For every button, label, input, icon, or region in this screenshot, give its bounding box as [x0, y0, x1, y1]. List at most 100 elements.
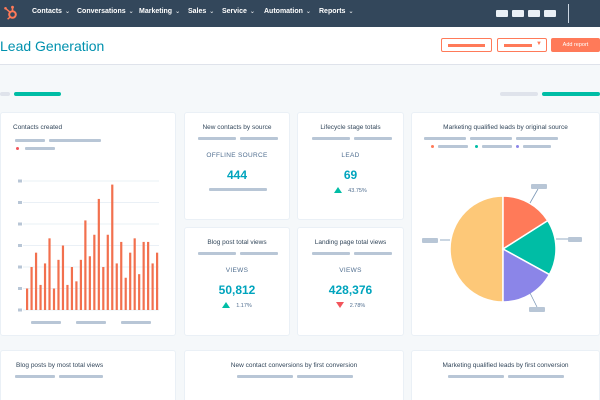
chevron-down-icon: ⌄: [209, 9, 215, 15]
metric-label: VIEWS: [225, 267, 249, 274]
y-tick-placeholder: [18, 265, 22, 269]
bar[interactable]: [156, 252, 159, 310]
card-title: Blog post total views: [207, 239, 267, 246]
bar[interactable]: [120, 241, 123, 310]
nav-tool-icon[interactable]: [512, 10, 524, 17]
card-title: New contacts by source: [202, 124, 272, 131]
metric-value: 50,812: [218, 283, 256, 297]
pie-slice[interactable]: [502, 247, 551, 303]
card-contacts-created[interactable]: Contacts created: [0, 112, 176, 336]
active-filter-bar[interactable]: [542, 92, 600, 96]
bar[interactable]: [26, 288, 29, 311]
nav-contacts[interactable]: Contacts ⌄: [32, 8, 70, 15]
bar[interactable]: [106, 234, 109, 310]
bar[interactable]: [30, 267, 33, 310]
add-report-button[interactable]: Add report: [551, 38, 600, 52]
active-filter-bar[interactable]: [14, 92, 61, 96]
legend-dot: [475, 145, 478, 148]
y-tick-placeholder: [18, 179, 22, 183]
legend-dot: [16, 147, 19, 150]
card-new-contacts-by-source[interactable]: New contacts by source OFFLINE SOURCE 44…: [184, 112, 290, 220]
chevron-down-icon: ⌄: [175, 9, 181, 15]
card-title: Marketing qualified leads by first conve…: [442, 362, 569, 369]
dashboard-action-button[interactable]: [441, 38, 492, 52]
bar[interactable]: [133, 238, 136, 310]
card-title: Lifecycle stage totals: [320, 124, 381, 131]
bar[interactable]: [48, 238, 51, 310]
metric-label: LEAD: [341, 152, 360, 159]
page-title: Lead Generation: [0, 38, 105, 54]
bar[interactable]: [138, 274, 141, 310]
bar[interactable]: [43, 263, 47, 310]
contacts-created-bar-chart[interactable]: [1, 113, 176, 336]
bar[interactable]: [52, 288, 56, 311]
nav-reports[interactable]: Reports ⌄: [319, 8, 354, 15]
dashboard-dropdown-button[interactable]: ▼: [497, 38, 547, 52]
top-navigation: Contacts ⌄ Conversations ⌄ Marketing ⌄ Sale…: [0, 0, 600, 27]
chevron-down-icon: ⌄: [348, 9, 354, 15]
nav-automation[interactable]: Automation ⌄: [264, 8, 311, 15]
bar[interactable]: [124, 277, 127, 310]
bar[interactable]: [61, 245, 65, 311]
card-lifecycle-stage-totals[interactable]: Lifecycle stage totals LEAD 69 43.75%: [297, 112, 404, 220]
card-new-contact-conversions[interactable]: New contact conversions by first convers…: [184, 350, 404, 400]
chevron-down-icon: ⌄: [64, 9, 70, 15]
bar[interactable]: [151, 263, 154, 310]
bar[interactable]: [79, 259, 82, 310]
filter-bar[interactable]: [0, 92, 10, 96]
bar[interactable]: [97, 198, 100, 310]
bar[interactable]: [129, 252, 132, 310]
nav-service[interactable]: Service ⌄: [222, 8, 255, 15]
bar[interactable]: [93, 234, 96, 310]
bar[interactable]: [39, 284, 42, 310]
trend-up-icon: [334, 187, 343, 193]
caret-down-icon: ▼: [536, 41, 542, 47]
bar[interactable]: [142, 241, 145, 310]
nav-tool-icon[interactable]: [496, 10, 508, 17]
bar[interactable]: [34, 252, 38, 310]
y-tick-placeholder: [18, 308, 22, 312]
legend-dot: [431, 145, 434, 148]
pie-slice[interactable]: [501, 219, 557, 276]
bar[interactable]: [147, 241, 150, 310]
filter-bar[interactable]: [500, 92, 538, 96]
nav-tool-icon[interactable]: [544, 10, 556, 17]
pie-slice[interactable]: [449, 195, 504, 303]
nav-sales[interactable]: Sales ⌄: [188, 8, 215, 15]
metric-label: VIEWS: [339, 267, 362, 274]
nav-marketing[interactable]: Marketing ⌄: [139, 8, 181, 15]
chevron-down-icon: ⌄: [305, 9, 311, 15]
bar[interactable]: [115, 263, 118, 310]
metric-value: 444: [226, 168, 248, 182]
bar[interactable]: [84, 220, 87, 310]
card-blog-post-total-views[interactable]: Blog post total views VIEWS 50,812 1.17%: [184, 227, 290, 336]
card-title: Blog posts by most total views: [16, 362, 104, 369]
metric-change: 2.78%: [298, 302, 403, 309]
metric-change: 1.17%: [185, 302, 289, 309]
card-blog-posts-by-views[interactable]: Blog posts by most total views: [0, 350, 176, 400]
bar[interactable]: [88, 256, 91, 310]
legend-dot: [516, 145, 519, 148]
mql-source-pie-chart[interactable]: [412, 113, 600, 336]
y-tick-placeholder: [18, 201, 22, 204]
trend-up-icon: [222, 302, 231, 308]
bar[interactable]: [102, 267, 105, 310]
card-mql-by-original-source[interactable]: Marketing qualified leads by original so…: [411, 112, 600, 336]
pie-leader-line: [529, 292, 538, 308]
bar[interactable]: [57, 259, 60, 310]
card-mql-by-first-conversion[interactable]: Marketing qualified leads by first conve…: [411, 350, 600, 400]
card-landing-page-total-views[interactable]: Landing page total views VIEWS 428,376 2…: [297, 227, 404, 336]
nav-divider: [568, 4, 569, 23]
bar[interactable]: [66, 284, 69, 310]
nav-tool-icon[interactable]: [528, 10, 540, 17]
nav-conversations[interactable]: Conversations ⌄: [77, 8, 134, 15]
card-title: Marketing qualified leads by original so…: [443, 124, 568, 131]
y-tick-placeholder: [18, 222, 22, 226]
bar[interactable]: [70, 267, 74, 310]
trend-down-icon: [335, 302, 344, 308]
hubspot-logo-icon[interactable]: [3, 5, 19, 21]
bar[interactable]: [75, 281, 78, 310]
dashboard-header: Lead Generation ▼: [0, 27, 600, 65]
pie-slice[interactable]: [502, 195, 549, 251]
bar[interactable]: [111, 184, 114, 310]
